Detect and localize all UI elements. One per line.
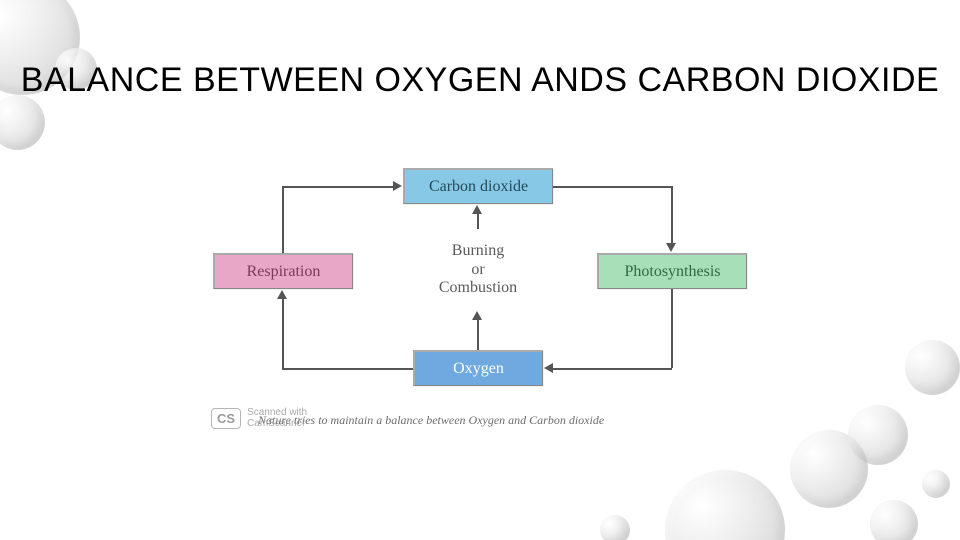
water-drop-icon bbox=[665, 470, 785, 540]
cycle-diagram: Carbon dioxide Respiration Photosynthesi… bbox=[205, 150, 750, 445]
node-label: Respiration bbox=[247, 263, 321, 281]
arrow-line bbox=[477, 320, 479, 350]
arrow-line bbox=[282, 299, 284, 369]
watermark-line: Scanned with bbox=[247, 408, 307, 419]
arrow-head-icon bbox=[472, 311, 482, 320]
arrow-head-icon bbox=[393, 181, 402, 191]
node-carbon-dioxide: Carbon dioxide bbox=[403, 168, 553, 204]
arrow-line bbox=[553, 368, 672, 370]
node-oxygen: Oxygen bbox=[413, 350, 543, 386]
camscanner-text: Scanned with CamScanner bbox=[247, 408, 307, 429]
water-drop-icon bbox=[848, 405, 908, 465]
arrow-line bbox=[671, 186, 673, 244]
arrow-line bbox=[282, 186, 394, 188]
water-drop-icon bbox=[922, 470, 950, 498]
water-drop-icon bbox=[600, 515, 630, 540]
arrow-line bbox=[671, 289, 673, 368]
node-label-line: Burning bbox=[452, 242, 504, 260]
arrow-line bbox=[282, 368, 413, 370]
node-photosynthesis: Photosynthesis bbox=[597, 253, 747, 289]
node-label-line: or bbox=[471, 261, 484, 279]
page-title: BALANCE BETWEEN OXYGEN ANDS CARBON DIOXI… bbox=[0, 61, 960, 100]
arrow-line bbox=[477, 213, 479, 229]
arrow-line bbox=[282, 186, 284, 253]
water-drop-icon bbox=[870, 500, 918, 540]
arrow-head-icon bbox=[666, 243, 676, 252]
watermark-line: CamScanner bbox=[247, 419, 307, 430]
node-label: Carbon dioxide bbox=[429, 178, 528, 196]
node-label: Photosynthesis bbox=[624, 263, 720, 281]
node-label-line: Combustion bbox=[439, 279, 517, 297]
water-drop-icon bbox=[905, 340, 960, 395]
node-label: Oxygen bbox=[453, 360, 504, 378]
arrow-line bbox=[553, 186, 671, 188]
node-respiration: Respiration bbox=[213, 253, 353, 289]
water-drop-icon bbox=[0, 95, 45, 150]
arrow-head-icon bbox=[277, 290, 287, 299]
arrow-head-icon bbox=[544, 363, 553, 373]
node-burning-combustion: Burning or Combustion bbox=[405, 230, 551, 310]
camscanner-watermark: CS Scanned with CamScanner bbox=[211, 408, 307, 429]
arrow-head-icon bbox=[472, 205, 482, 214]
camscanner-icon: CS bbox=[211, 408, 241, 429]
diagram-caption: Nature tries to maintain a balance betwe… bbox=[258, 413, 604, 428]
